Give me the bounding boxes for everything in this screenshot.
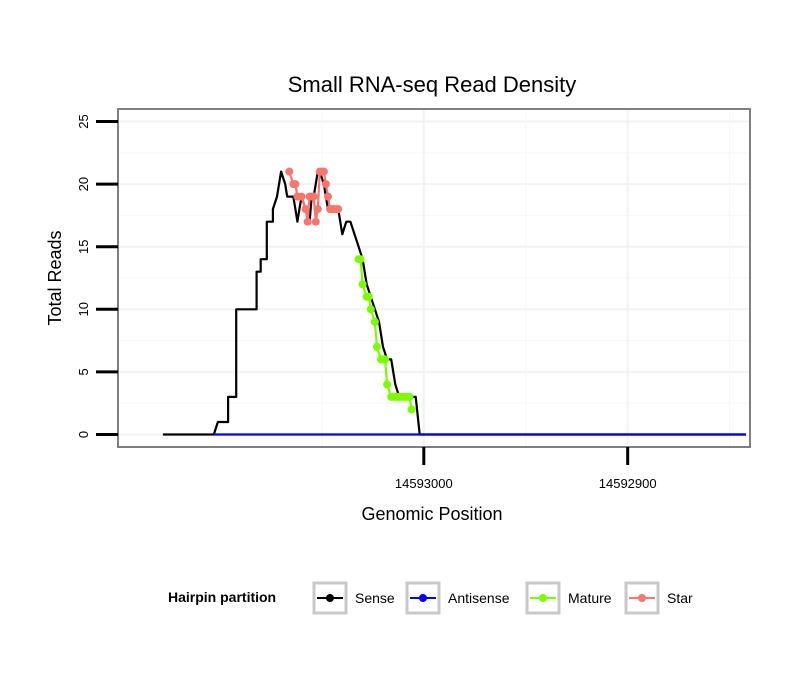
series-star-point (311, 217, 320, 226)
series-mature-point (405, 392, 414, 401)
x-axis-label: Genomic Position (361, 504, 502, 524)
y-tick-label-4: 20 (76, 177, 91, 191)
legend-item-sense: Sense (312, 581, 395, 615)
series-star-point (301, 205, 310, 214)
x-axis: 14593000 14592900 (395, 447, 657, 491)
legend-label-sense: Sense (355, 590, 395, 606)
y-axis-label: Total Reads (45, 230, 65, 325)
legend-key-point-star (638, 594, 646, 602)
plot-border (117, 108, 751, 448)
y-tick-label-1: 5 (76, 368, 91, 375)
y-tick-label-5: 25 (76, 114, 91, 128)
series-star-point (313, 205, 322, 214)
series-mature-point (358, 280, 367, 289)
legend-label-mature: Mature (568, 590, 612, 606)
legend-item-antisense: Antisense (405, 581, 510, 615)
x-tick-label-0: 14593000 (395, 476, 453, 491)
series-mature-point (407, 405, 416, 414)
legend-item-mature: Mature (525, 581, 612, 615)
series-star-point (291, 180, 300, 189)
series-star-point (297, 192, 306, 201)
series-mature-point (372, 342, 381, 351)
x-tick-label-1: 14592900 (599, 476, 657, 491)
series-star-point (321, 180, 330, 189)
series-star-point (319, 167, 328, 176)
series-star-point (303, 217, 312, 226)
legend-label-star: Star (667, 590, 693, 606)
series-mature-point (356, 255, 365, 264)
grid-lines (118, 109, 750, 447)
series-mature-point (370, 317, 379, 326)
series-star-point (285, 167, 294, 176)
series-star-point (309, 192, 318, 201)
chart-title: Small RNA-seq Read Density (288, 72, 577, 97)
legend-key-point-sense (326, 594, 334, 602)
legend: Hairpin partition Sense Antisense Mature St… (168, 581, 693, 615)
legend-title: Hairpin partition (168, 589, 276, 605)
series-mature-point (366, 305, 375, 314)
series-mature-point (364, 292, 373, 301)
legend-label-antisense: Antisense (448, 590, 510, 606)
series-star-point (324, 192, 332, 201)
y-tick-label-3: 15 (76, 239, 91, 253)
y-tick-label-0: 0 (76, 431, 91, 438)
legend-key-point-antisense (419, 594, 427, 602)
y-axis: 0 5 10 15 20 25 (76, 114, 118, 438)
series-mature-point (381, 355, 390, 364)
series-star-point (334, 205, 343, 214)
legend-item-star: Star (624, 581, 693, 615)
series-mature-point (383, 380, 392, 389)
data-series (162, 167, 746, 436)
legend-key-point-mature (539, 594, 547, 602)
y-tick-label-2: 10 (76, 302, 91, 316)
